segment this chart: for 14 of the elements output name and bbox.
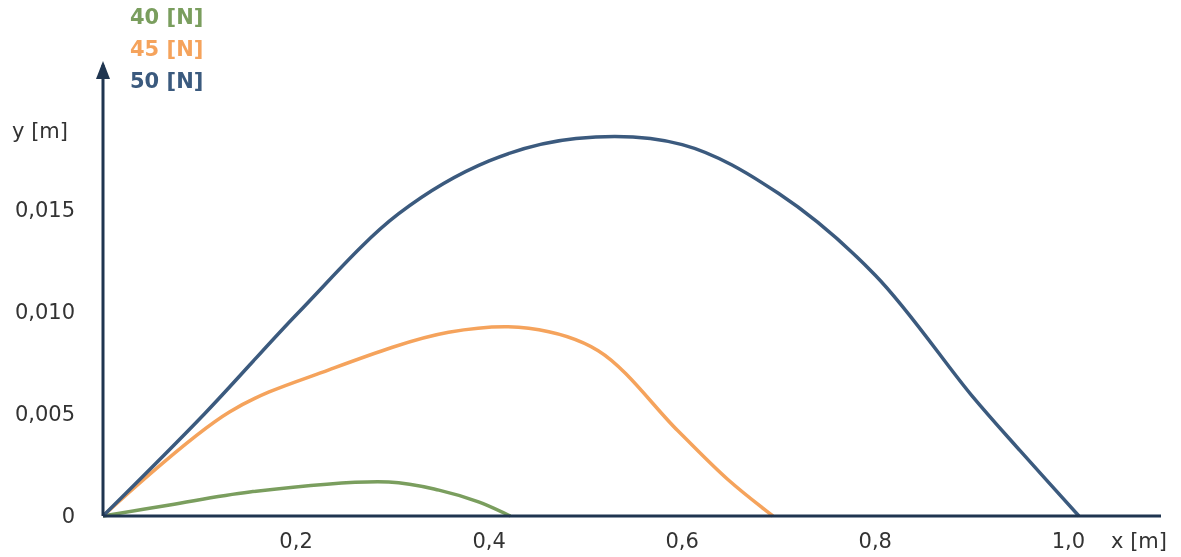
x-tick-label: 1,0: [1051, 529, 1086, 553]
y-tick-label: 0,015: [14, 197, 75, 222]
y-tick-label: 0,010: [14, 299, 75, 324]
x-tick-label: 0,6: [665, 529, 699, 553]
y-tick-label: 0: [61, 504, 75, 528]
x-tick-label: 0,8: [858, 529, 892, 553]
text: 45 [N]: [130, 37, 204, 61]
x-axis-title: x [m]: [1111, 529, 1167, 553]
y-tick-label: 0,005: [14, 401, 75, 426]
text: 40 [N]: [130, 5, 204, 29]
y-axis-title: y [m]: [12, 119, 68, 143]
text: 50 [N]: [130, 69, 204, 93]
x-tick-label: 0,2: [279, 529, 313, 553]
x-tick-label: 0,4: [472, 529, 506, 553]
